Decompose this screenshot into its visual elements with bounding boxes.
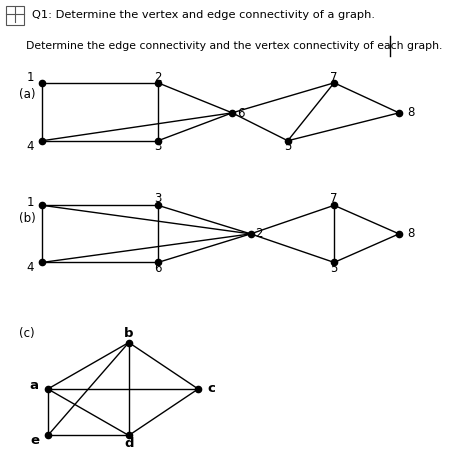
Text: 3: 3	[155, 140, 162, 152]
Text: 1: 1	[27, 71, 34, 84]
Text: a: a	[29, 379, 38, 392]
Text: e: e	[31, 434, 40, 447]
Text: 5: 5	[284, 140, 292, 152]
Text: Q1: Determine the vertex and edge connectivity of a graph.: Q1: Determine the vertex and edge connec…	[32, 10, 375, 20]
Text: 7: 7	[330, 71, 338, 84]
Text: 3: 3	[155, 192, 162, 205]
Text: (a): (a)	[19, 88, 36, 101]
FancyBboxPatch shape	[6, 6, 24, 25]
Text: Determine the edge connectivity and the vertex connectivity of each graph.: Determine the edge connectivity and the …	[26, 41, 442, 51]
Text: 4: 4	[27, 261, 34, 274]
Text: 5: 5	[330, 262, 338, 276]
Text: 6: 6	[154, 262, 162, 276]
Text: 1: 1	[27, 196, 34, 209]
Text: b: b	[124, 328, 134, 340]
Text: c: c	[207, 382, 215, 396]
Text: 6: 6	[237, 108, 244, 120]
Text: 8: 8	[407, 106, 414, 119]
Text: 2: 2	[255, 228, 263, 240]
Text: 4: 4	[27, 140, 34, 152]
Text: (b): (b)	[19, 212, 36, 225]
Text: d: d	[124, 438, 134, 450]
Text: 2: 2	[154, 71, 162, 84]
Text: 7: 7	[330, 192, 338, 205]
Text: 8: 8	[407, 228, 414, 240]
Text: (c): (c)	[19, 328, 35, 340]
